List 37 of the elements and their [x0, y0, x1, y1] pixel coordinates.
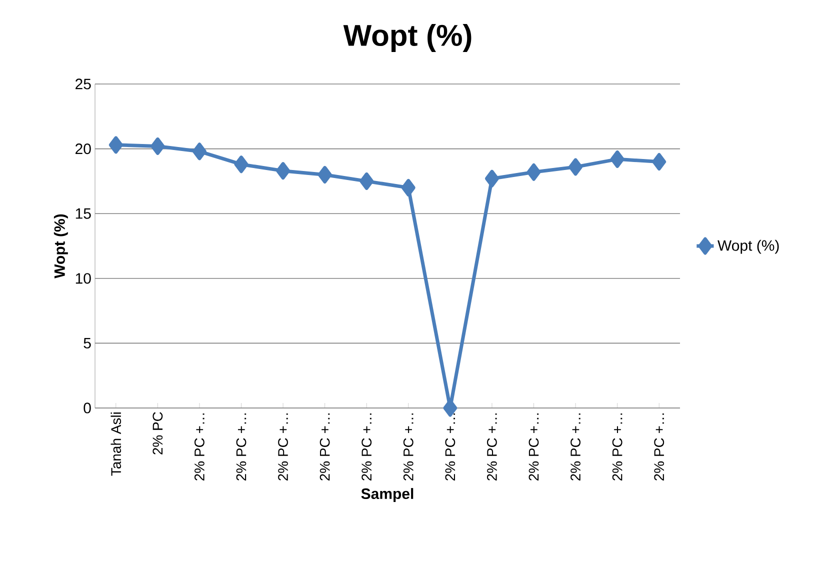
- point: [276, 162, 290, 180]
- y-axis-title: Wopt (%): [54, 214, 68, 278]
- point: [360, 172, 374, 190]
- legend-label: Wopt (%): [718, 240, 779, 254]
- x-tick-label: 2% PC +…: [403, 413, 414, 480]
- point: [192, 142, 206, 160]
- point: [652, 153, 666, 171]
- y-tick-label: 10: [76, 273, 91, 284]
- y-tick-label: 0: [84, 402, 91, 414]
- point: [234, 156, 248, 174]
- x-tick-label: 2% PC +…: [278, 413, 288, 480]
- x-tick-label: 2% PC +…: [236, 413, 246, 480]
- chart-title: Wopt (%): [343, 24, 472, 52]
- point: [526, 163, 541, 181]
- point: [318, 166, 332, 184]
- y-tick-label: 5: [84, 338, 91, 348]
- y-tick-label: 15: [76, 208, 91, 219]
- x-tick-label: 2% PC +…: [612, 413, 622, 480]
- x-tick-label: 2% PC +…: [362, 413, 372, 480]
- point: [568, 158, 583, 176]
- y-tick-label: 20: [76, 143, 91, 154]
- point: [401, 178, 416, 196]
- y-tick-label: 25: [76, 78, 91, 90]
- x-tick-label: 2% PC +…: [528, 413, 539, 480]
- x-tick-label: 2% PC +…: [194, 413, 204, 480]
- x-tick-label: 2% PC: [152, 412, 163, 454]
- x-tick-label: 2% PC +…: [320, 413, 330, 480]
- x-tick-label: 2% PC +…: [570, 413, 580, 480]
- x-tick-label: 2% PC +…: [445, 413, 456, 480]
- point: [150, 137, 165, 155]
- point: [484, 170, 499, 188]
- x-axis-title: Sampel: [361, 488, 414, 502]
- x-tick-label: 2% PC +…: [487, 413, 497, 480]
- point: [610, 150, 624, 168]
- point: [108, 136, 123, 154]
- x-tick-label: 2% PC +…: [654, 413, 664, 480]
- x-tick-label: Tanah Asli: [110, 412, 122, 476]
